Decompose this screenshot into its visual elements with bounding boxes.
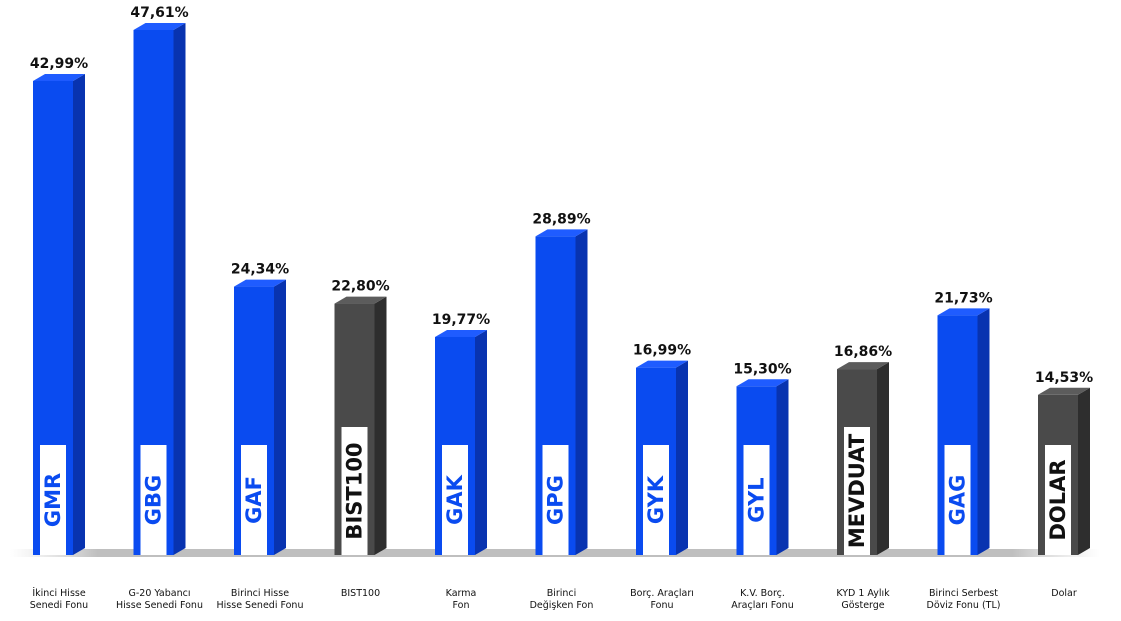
category-label: KYD 1 Aylık Gösterge: [836, 588, 890, 611]
bar-gbg: 47,61% GBG: [130, 5, 189, 555]
bar-gyk: 16,99% GYK: [633, 343, 691, 555]
category-label: Dolar: [1051, 588, 1077, 599]
code-box: [140, 445, 167, 555]
code-box: [1045, 445, 1071, 555]
bar-top: [435, 329, 487, 337]
code-label: GAG: [946, 475, 970, 526]
category-label: Borç. Araçları Fonu: [630, 588, 694, 611]
bar-top: [736, 379, 789, 387]
code-box: [241, 445, 267, 555]
bar-bist100: 22,80% BIST100: [331, 279, 390, 555]
bar-side: [1078, 387, 1090, 555]
code-box: [341, 427, 368, 555]
bar-gag: 21,73% GAG: [934, 290, 993, 555]
bar-gyl: 15,30% GYL: [733, 361, 792, 555]
code-label: GPG: [544, 475, 568, 525]
code-box: [542, 445, 569, 555]
value-label: 19,77%: [432, 312, 490, 328]
value-label: 16,99%: [633, 343, 691, 359]
bar-top: [535, 229, 588, 237]
bar-side: [173, 23, 186, 555]
bar-top: [937, 308, 990, 316]
value-label: 16,86%: [834, 344, 892, 360]
category-label: Birinci Serbest Döviz Fonu (TL): [927, 588, 1001, 611]
value-label: 47,61%: [130, 5, 188, 21]
bar-mevduat: 16,86% MEVDUAT: [834, 344, 892, 555]
bar-side: [776, 379, 789, 555]
category-label: Karma Fon: [446, 588, 477, 611]
bar-side: [575, 229, 588, 555]
category-label: BIST100: [341, 588, 380, 599]
bar-gaf: 24,34% GAF: [231, 262, 289, 555]
bar-side: [877, 362, 889, 555]
value-label: 24,34%: [231, 262, 289, 278]
bar-dolar: 14,53% DOLAR: [1035, 370, 1093, 555]
bar-top: [1038, 387, 1090, 395]
code-label: GMR: [41, 473, 65, 527]
category-label: K.V. Borç. Araçları Fonu: [731, 588, 793, 611]
code-label: GYK: [644, 475, 668, 524]
code-label: GAK: [443, 474, 467, 524]
bar-side: [274, 279, 286, 555]
code-label: GYL: [745, 477, 769, 522]
bar-side: [374, 296, 387, 555]
value-label: 15,30%: [733, 361, 791, 377]
bar-side: [475, 329, 487, 555]
bar-top: [234, 279, 286, 287]
category-label: G-20 Yabancı Hisse Senedi Fonu: [116, 588, 203, 611]
bar-side: [676, 360, 688, 555]
code-box: [944, 445, 971, 555]
code-box: [643, 445, 669, 555]
bar-side: [73, 73, 85, 555]
bar-side: [977, 308, 990, 555]
category-label: İkinci Hisse Senedi Fonu: [30, 588, 88, 611]
value-label: 21,73%: [934, 290, 992, 306]
value-label: 28,89%: [532, 211, 590, 227]
bar-top: [33, 73, 85, 81]
code-label: MEVDUAT: [845, 433, 869, 548]
code-box: [844, 427, 870, 555]
category-label: Birinci Hisse Hisse Senedi Fonu: [217, 588, 304, 611]
code-label: GAF: [242, 476, 266, 524]
code-label: DOLAR: [1046, 459, 1070, 540]
bar-gmr: 42,99% GMR: [30, 56, 88, 555]
bar-top: [334, 296, 387, 304]
code-box: [743, 445, 770, 555]
value-label: 22,80%: [331, 279, 389, 295]
bar-gak: 19,77% GAK: [432, 312, 490, 555]
code-box: [442, 445, 468, 555]
code-label: GBG: [142, 475, 166, 525]
bar-gpg: 28,89% GPG: [532, 211, 591, 555]
bar-top: [837, 362, 889, 370]
bar-top: [133, 23, 186, 30]
value-label: 14,53%: [1035, 370, 1093, 386]
bar-top: [636, 360, 688, 368]
code-label: BIST100: [343, 442, 367, 539]
category-label: Birinci Değişken Fon: [530, 588, 594, 611]
value-label: 42,99%: [30, 56, 88, 72]
code-box: [40, 445, 66, 555]
